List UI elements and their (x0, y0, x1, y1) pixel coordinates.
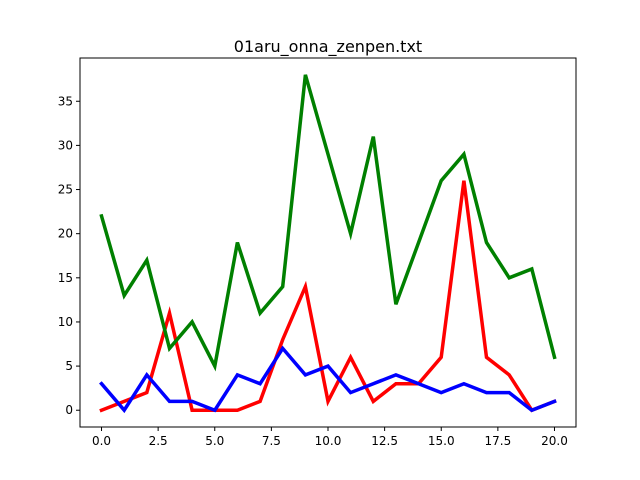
y-tick-label: 5 (65, 359, 73, 373)
y-tick-label: 30 (58, 138, 73, 152)
x-tick-label: 7.5 (262, 434, 281, 448)
y-tick-label: 15 (58, 271, 73, 285)
y-axis: 0 5 10 15 20 25 30 35 (58, 94, 80, 417)
chart-title: 01aru_onna_zenpen.txt (234, 37, 422, 57)
series-layer (99, 74, 557, 414)
y-tick-label: 35 (58, 94, 73, 108)
y-tick-label: 25 (58, 183, 73, 197)
x-tick-label: 2.5 (149, 434, 168, 448)
series-line-1 (99, 180, 557, 413)
plot-area (79, 57, 577, 428)
x-tick-label: 10.0 (315, 434, 342, 448)
x-tick-label: 0.0 (92, 434, 111, 448)
y-tick-label: 10 (58, 315, 73, 329)
x-tick-label: 17.5 (485, 434, 512, 448)
y-tick-label: 20 (58, 227, 73, 241)
x-tick-label: 15.0 (428, 434, 455, 448)
series-line-2 (99, 74, 557, 372)
x-tick-label: 12.5 (371, 434, 398, 448)
series-line-3 (99, 345, 557, 414)
y-tick-label: 0 (65, 403, 73, 417)
x-tick-label: 20.0 (541, 434, 568, 448)
x-axis: 0.0 2.5 5.0 7.5 10.0 12.5 15.0 17.5 20.0 (92, 427, 568, 448)
x-tick-label: 5.0 (205, 434, 224, 448)
